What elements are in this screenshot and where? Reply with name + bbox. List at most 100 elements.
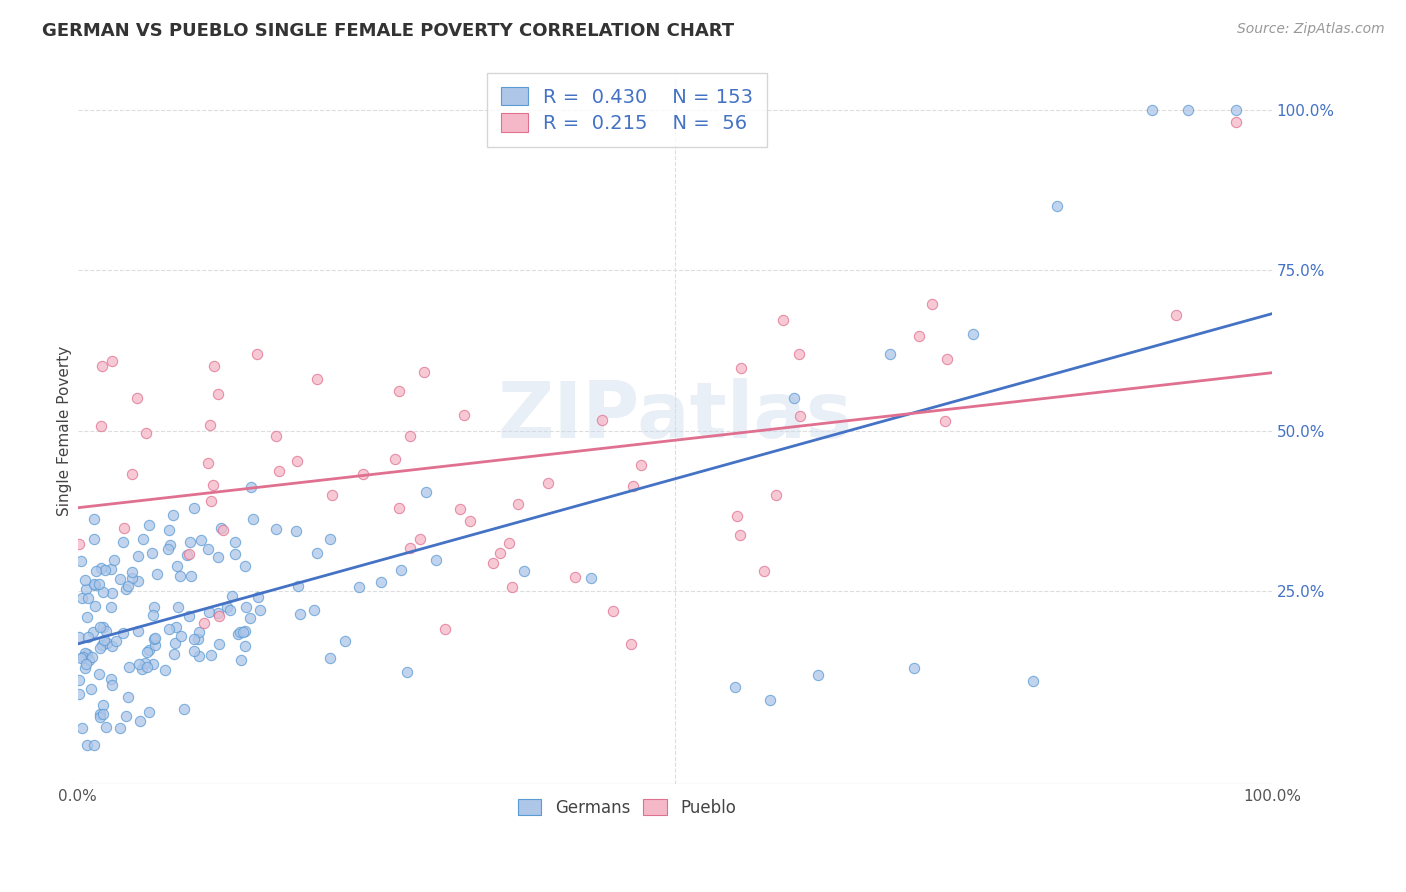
Point [239,610,262,624]
Point [730,360,752,375]
Point [187,632,209,647]
Point [131,662,153,676]
Point [409,532,432,546]
Legend: Germans, Pueblo: Germans, Pueblo [510,790,744,825]
Point [197,541,219,556]
Point [105,634,128,648]
Point [70,650,93,665]
Point [142,608,165,623]
Point [508,497,530,511]
Point [157,523,180,537]
Point [183,643,205,657]
Point [121,565,143,579]
Point [285,454,308,468]
Point [1046,199,1069,213]
Point [159,538,181,552]
Point [302,603,325,617]
Point [127,624,149,638]
Point [228,625,250,640]
Point [118,660,141,674]
Text: Source: ZipAtlas.com: Source: ZipAtlas.com [1237,22,1385,37]
Point [602,604,624,618]
Point [136,645,159,659]
Point [72,650,94,665]
Point [226,627,249,641]
Point [89,710,111,724]
Point [176,549,198,563]
Point [93,620,115,634]
Point [208,609,231,624]
Point [156,542,179,557]
Point [100,562,122,576]
Point [72,591,94,605]
Point [89,666,111,681]
Point [772,313,794,327]
Point [84,578,107,592]
Point [134,656,156,670]
Point [537,475,560,490]
Point [138,518,160,533]
Point [209,521,232,535]
Point [207,606,229,620]
Point [725,509,748,524]
Point [319,533,342,547]
Point [121,571,143,585]
Point [75,582,97,597]
Point [136,660,159,674]
Point [215,599,238,614]
Point [183,632,205,646]
Point [188,625,211,640]
Point [723,681,745,695]
Point [135,425,157,440]
Point [76,610,98,624]
Point [67,537,90,551]
Point [202,478,225,492]
Point [169,568,191,582]
Point [193,616,215,631]
Point [564,570,586,584]
Point [179,547,201,561]
Point [1166,308,1188,322]
Point [127,549,149,563]
Point [138,705,160,719]
Point [155,663,177,677]
Point [759,693,782,707]
Point [94,563,117,577]
Point [100,599,122,614]
Point [111,626,134,640]
Point [83,512,105,526]
Point [207,549,229,564]
Point [96,636,118,650]
Point [370,575,392,590]
Point [75,646,97,660]
Point [83,532,105,546]
Point [783,392,806,406]
Point [498,535,520,549]
Point [221,589,243,603]
Point [218,603,240,617]
Point [233,624,256,639]
Point [190,533,212,548]
Point [730,528,752,542]
Point [143,599,166,614]
Point [166,559,188,574]
Point [264,429,287,443]
Point [67,631,90,645]
Point [179,535,201,549]
Point [83,738,105,752]
Point [146,566,169,581]
Point [91,585,114,599]
Point [224,548,246,562]
Point [162,508,184,522]
Y-axis label: Single Female Poverty: Single Female Poverty [58,345,72,516]
Point [128,714,150,728]
Point [166,599,188,614]
Point [142,632,165,647]
Point [163,647,186,661]
Point [1177,103,1199,117]
Point [75,573,97,587]
Point [108,572,131,586]
Point [69,554,91,568]
Point [101,354,124,368]
Point [501,580,523,594]
